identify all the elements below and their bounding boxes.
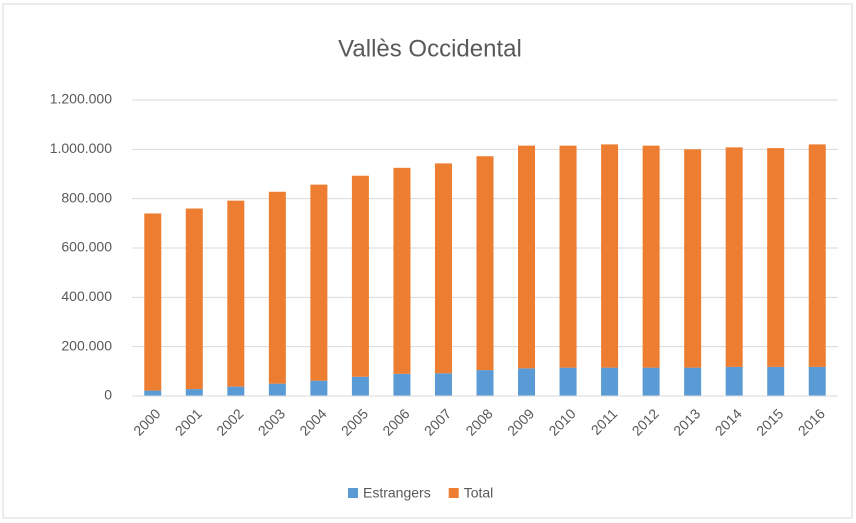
bar [642, 145, 660, 368]
legend-label: Estrangers [363, 485, 431, 501]
bar [310, 380, 328, 396]
y-tick-label: 1.000.000 [50, 140, 112, 156]
bar [808, 366, 826, 396]
y-tick-label: 1.200.000 [50, 91, 112, 107]
bar [185, 208, 203, 390]
bar [725, 147, 743, 367]
y-tick-label: 800.000 [61, 189, 112, 205]
bar [642, 367, 660, 396]
bar [476, 156, 494, 371]
bar [351, 175, 369, 377]
bar [227, 200, 245, 387]
legend-label: Total [464, 485, 494, 501]
y-tick-label: 400.000 [61, 288, 112, 304]
bar [725, 366, 743, 396]
bar [144, 390, 162, 396]
bar [434, 163, 452, 374]
bar [559, 145, 577, 368]
bar [393, 167, 411, 374]
bar [268, 191, 286, 384]
bar [767, 148, 785, 367]
bar [601, 144, 619, 368]
chart-title: Vallès Occidental [338, 35, 522, 62]
bar [476, 370, 494, 396]
y-tick-label: 200.000 [61, 337, 112, 353]
bar [268, 383, 286, 396]
bar [434, 373, 452, 396]
bar [767, 366, 785, 396]
bar [144, 213, 162, 391]
bar [227, 386, 245, 396]
chart-frame [2, 3, 853, 519]
bar [518, 145, 536, 369]
bar [351, 376, 369, 396]
bar [185, 389, 203, 396]
bar [393, 373, 411, 396]
bar [684, 149, 702, 368]
bar [684, 367, 702, 396]
bar [310, 184, 328, 381]
y-tick-label: 0 [104, 387, 112, 403]
y-tick-label: 600.000 [61, 239, 112, 255]
bar [808, 144, 826, 367]
bar [559, 367, 577, 396]
legend-swatch [348, 488, 358, 498]
legend-swatch [448, 488, 459, 498]
bar [601, 367, 619, 396]
bar [518, 368, 536, 396]
